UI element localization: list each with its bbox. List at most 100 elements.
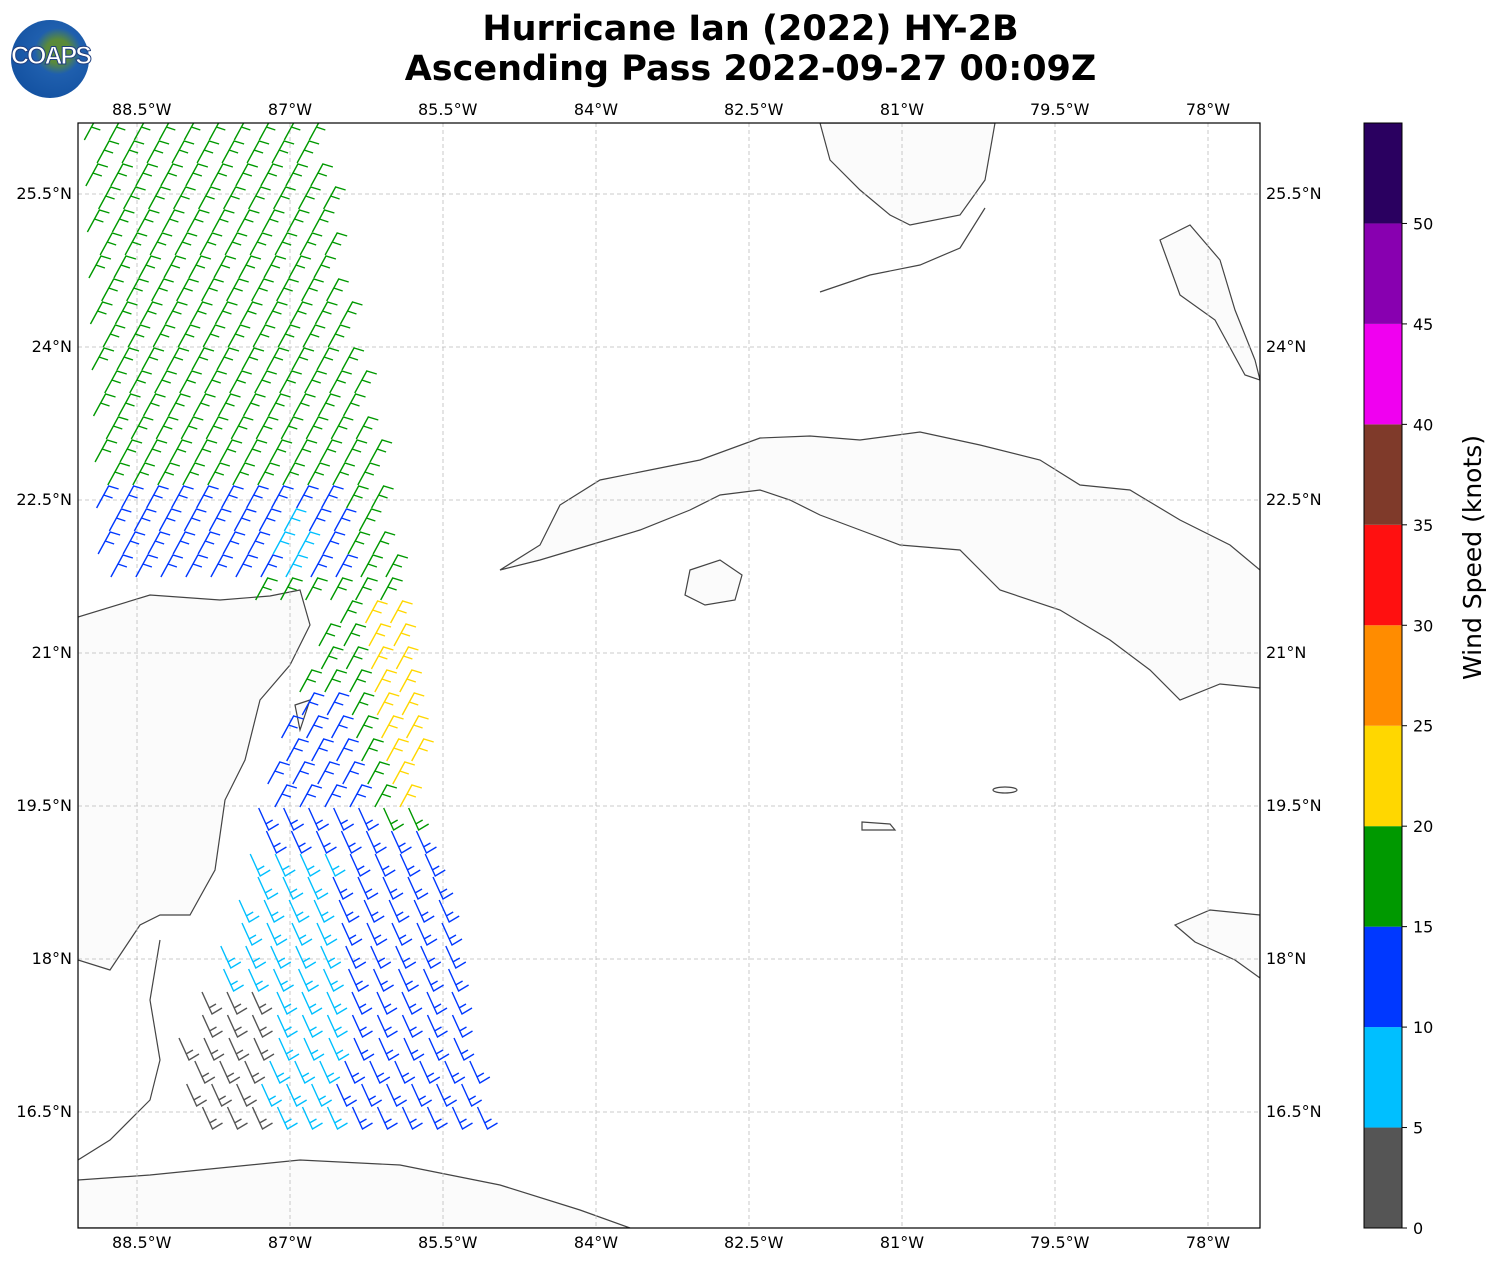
wind-barb (258, 807, 280, 832)
wind-barb (339, 301, 363, 325)
wind-barb (303, 1037, 325, 1062)
wind-barb (305, 416, 329, 440)
colorbar-tick-label: 15 (1413, 918, 1433, 937)
coastlines (78, 123, 1260, 1228)
wind-barb (285, 554, 309, 578)
wind-barb (390, 830, 412, 855)
wind-barb (376, 1014, 398, 1039)
lat-tick-label: 25.5°N (16, 184, 72, 203)
wind-barb (426, 1106, 448, 1131)
lon-tick-label: 84°W (573, 1233, 619, 1252)
colorbar-segment (1364, 223, 1402, 324)
wind-barb (355, 577, 378, 601)
wind-barb (258, 508, 282, 532)
wind-barb (305, 715, 329, 739)
wind-barb (298, 186, 321, 210)
wind-barb (136, 209, 160, 233)
wind-barb (447, 968, 469, 993)
wind-barb (401, 1014, 423, 1039)
bahamas (1159, 224, 1260, 381)
wind-barb (260, 163, 284, 187)
lat-tick-label: 18°N (1266, 949, 1307, 968)
lon-tick-label: 88.5°W (112, 1233, 172, 1252)
wind-barb (182, 462, 206, 486)
wind-barb (186, 1083, 208, 1108)
wind-barb (405, 715, 429, 739)
wind-barb (142, 393, 166, 417)
wind-barb (461, 1083, 483, 1108)
wind-barb (351, 692, 375, 716)
wind-barb (374, 784, 398, 808)
lon-tick-label: 88.5°W (112, 100, 172, 119)
wind-barb (211, 209, 235, 233)
wind-barb (315, 830, 337, 855)
wind-barb (276, 991, 298, 1016)
wind-barb (152, 324, 176, 348)
wind-barb (188, 255, 212, 279)
wind-barb (242, 393, 266, 417)
wind-barb (210, 554, 234, 578)
wind-barb (123, 186, 146, 210)
wind-barb (251, 1106, 273, 1131)
wind-barb (178, 1037, 200, 1062)
wind-barb (245, 485, 269, 509)
wind-barb (301, 1014, 323, 1039)
wind-barb (341, 922, 363, 947)
wind-barb (220, 485, 244, 509)
wind-barb (469, 1060, 491, 1085)
wind-barb (411, 738, 434, 762)
colorbar-tick-label: 30 (1413, 616, 1433, 635)
wind-barb (322, 531, 346, 555)
wind-barb (247, 968, 269, 993)
title-line1: Hurricane Ian (2022) HY-2B (482, 9, 1019, 49)
wind-barb (380, 577, 403, 601)
wind-barb (146, 140, 170, 164)
lon-tick-label: 85.5°W (418, 1233, 478, 1252)
wind-barb (229, 370, 252, 394)
wind-barb (258, 123, 276, 141)
wind-barb (255, 577, 278, 601)
wind-barb (205, 416, 229, 440)
wind-barb (91, 347, 115, 371)
wind-barb (263, 255, 287, 279)
wind-barb (280, 715, 304, 739)
lon-tick-label: 78°W (1185, 1233, 1231, 1252)
wind-barb (110, 163, 134, 187)
honduras-coast (78, 939, 161, 1161)
colorbar-segment (1364, 1127, 1402, 1228)
wind-barb (105, 416, 129, 440)
wind-barb (320, 646, 344, 670)
wind-barb (341, 347, 365, 371)
lon-tick-label: 82.5°W (724, 1233, 784, 1252)
wind-barb (324, 784, 348, 808)
wind-barb (279, 370, 302, 394)
lon-tick-label: 85.5°W (418, 100, 478, 119)
wind-barb (424, 853, 446, 878)
wind-barb (338, 899, 360, 924)
wind-barb (326, 991, 348, 1016)
wind-barb (213, 255, 237, 279)
colorbar-tick-label: 0 (1413, 1219, 1423, 1238)
coaps-logo: COAPS (11, 20, 92, 98)
wind-barb (340, 830, 362, 855)
wind-barb (260, 554, 284, 578)
wind-barb (249, 232, 273, 256)
wind-barb (297, 531, 321, 555)
lon-tick-label: 87°W (267, 1233, 313, 1252)
wind-barb (166, 347, 190, 371)
wind-barb (299, 669, 323, 693)
wind-barb (342, 393, 366, 417)
wind-barb (257, 876, 279, 901)
wind-barb (94, 439, 118, 463)
wind-barb (285, 163, 309, 187)
wind-barb (317, 393, 341, 417)
wind-barb (236, 209, 260, 233)
wind-barb (441, 922, 463, 947)
wind-barb (176, 278, 199, 302)
lat-tick-label: 21°N (1266, 643, 1307, 662)
wind-barb (399, 853, 421, 878)
wind-barb (401, 1106, 423, 1131)
wind-barb (394, 1060, 416, 1085)
wind-barb (197, 531, 221, 555)
wind-barb (224, 232, 248, 256)
